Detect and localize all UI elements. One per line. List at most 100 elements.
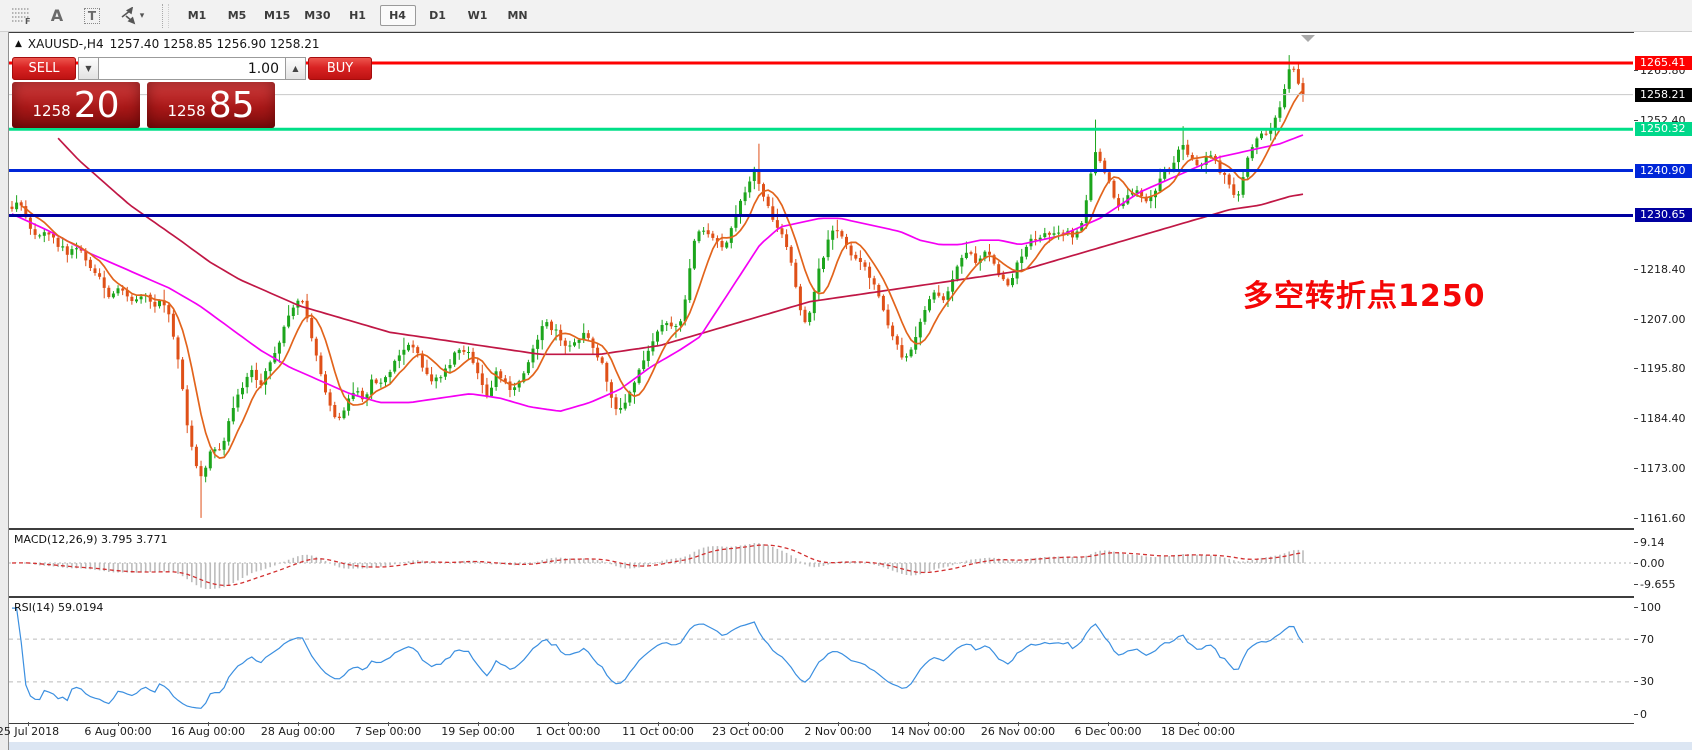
timeframe-button-m30[interactable]: M30 <box>304 9 331 22</box>
timeframe-button-group: M1 M5 M15 M30 H1 H4 D1 W1 MN <box>177 5 538 26</box>
chart-header: ▲ XAUUSD-,H4 1257.40 1258.85 1256.90 125… <box>15 37 320 51</box>
price-tick-mark <box>1634 69 1638 71</box>
price-tick-label: 1173.00 <box>1640 461 1686 475</box>
time-axis-label: 2 Nov 00:00 <box>804 725 872 738</box>
time-axis-label: 23 Oct 00:00 <box>712 725 784 738</box>
time-tick-mark <box>208 722 209 726</box>
arrows-tool-icon[interactable]: ▾ <box>114 5 148 27</box>
top-toolbar: F A T ▾ M1 M5 M15 M30 H1 H4 D1 W1 MN <box>0 0 1692 32</box>
macd-tick-mark <box>1634 562 1638 564</box>
one-click-trading-widget: SELL ▼ ▲ BUY 1258 20 1258 85 <box>12 57 372 128</box>
time-tick-mark <box>928 722 929 726</box>
text-box-icon[interactable]: T <box>79 5 105 27</box>
sell-price-base: 1258 <box>32 102 71 120</box>
sell-price-tile[interactable]: 1258 20 <box>12 82 140 128</box>
time-tick-mark <box>748 722 749 726</box>
price-tick-label: 1218.40 <box>1640 262 1686 276</box>
window-left-edge <box>0 32 9 750</box>
macd-tick-label: 0.00 <box>1640 556 1665 570</box>
macd-tick-mark <box>1634 583 1638 585</box>
price-badge-1240-90: 1240.90 <box>1635 163 1692 178</box>
time-tick-mark <box>838 722 839 726</box>
time-tick-mark <box>658 722 659 726</box>
timeframe-button-mn[interactable]: MN <box>507 9 528 22</box>
rsi-tick-mark <box>1634 681 1638 683</box>
buy-button[interactable]: BUY <box>308 57 372 80</box>
price-tick-mark <box>1634 119 1638 121</box>
buy-price-pips: 85 <box>208 85 255 126</box>
time-tick-mark <box>298 722 299 726</box>
rsi-tick-label: 30 <box>1640 675 1654 689</box>
spin-up-icon: ▲ <box>292 64 299 73</box>
rsi-tick-mark <box>1634 638 1638 640</box>
price-scale-gutter[interactable] <box>1634 32 1692 742</box>
price-tick-mark <box>1634 417 1638 419</box>
spin-down-icon: ▼ <box>85 64 92 73</box>
timeframe-button-m5[interactable]: M5 <box>227 9 247 22</box>
collapse-triangle-icon[interactable]: ▲ <box>15 39 22 49</box>
time-tick-mark <box>478 722 479 726</box>
time-axis-label: 28 Aug 00:00 <box>260 725 336 738</box>
time-tick-mark <box>1198 722 1199 726</box>
svg-text:F: F <box>25 17 30 25</box>
sell-button[interactable]: SELL <box>12 57 76 80</box>
time-axis-label: 25 Jul 2018 <box>0 725 60 738</box>
time-tick-mark <box>118 722 119 726</box>
timeframe-button-h4[interactable]: H4 <box>379 5 416 26</box>
price-chart-panel[interactable] <box>8 32 1635 529</box>
time-axis-label: 14 Nov 00:00 <box>890 725 966 738</box>
status-bar-strip <box>0 742 1692 750</box>
rsi-tick-label: 0 <box>1640 707 1647 721</box>
fibonacci-lines-icon[interactable]: F <box>9 5 35 27</box>
time-axis-label: 19 Sep 00:00 <box>441 725 515 738</box>
rsi-tick-label: 100 <box>1640 600 1661 614</box>
volume-decrease-button[interactable]: ▼ <box>78 57 99 80</box>
volume-increase-button[interactable]: ▲ <box>285 57 306 80</box>
time-tick-mark <box>568 722 569 726</box>
timeframe-button-m15[interactable]: M15 <box>264 9 291 22</box>
dropdown-arrow-icon[interactable]: ▾ <box>139 10 145 21</box>
time-axis-label: 6 Aug 00:00 <box>84 725 152 738</box>
time-tick-mark <box>28 722 29 726</box>
price-badge-1265-41: 1265.41 <box>1635 56 1692 70</box>
time-tick-mark <box>1018 722 1019 726</box>
price-tick-label: 1207.00 <box>1640 312 1686 326</box>
price-tick-label: 1195.80 <box>1640 361 1686 375</box>
timeframe-button-m1[interactable]: M1 <box>187 9 207 22</box>
macd-tick-label: 9.14 <box>1640 536 1665 550</box>
time-axis-label: 11 Oct 00:00 <box>622 725 694 738</box>
ohlc-quotes-label: 1257.40 1258.85 1256.90 1258.21 <box>109 37 320 51</box>
toolbar-separator <box>162 3 169 28</box>
price-tick-label: 1161.60 <box>1640 511 1686 525</box>
price-tick-label: 1184.40 <box>1640 411 1686 425</box>
price-tick-mark <box>1634 467 1638 469</box>
price-tick-mark <box>1634 517 1638 519</box>
buy-price-tile[interactable]: 1258 85 <box>147 82 275 128</box>
chart-shift-marker-icon[interactable] <box>1301 35 1315 42</box>
macd-tick-label: -9.655 <box>1640 577 1676 591</box>
timeframe-button-h1[interactable]: H1 <box>349 9 366 22</box>
price-tick-mark <box>1634 268 1638 270</box>
macd-tick-mark <box>1634 542 1638 544</box>
timeframe-button-w1[interactable]: W1 <box>467 9 488 22</box>
price-tick-mark <box>1634 318 1638 320</box>
timeframe-button-d1[interactable]: D1 <box>429 9 446 22</box>
rsi-tick-mark <box>1634 713 1638 715</box>
time-tick-mark <box>1108 722 1109 726</box>
buy-price-base: 1258 <box>167 102 206 120</box>
sell-price-pips: 20 <box>73 85 120 126</box>
time-axis-label: 16 Aug 00:00 <box>170 725 246 738</box>
time-axis-label: 7 Sep 00:00 <box>354 725 422 738</box>
time-tick-mark <box>388 722 389 726</box>
rsi-tick-label: 70 <box>1640 632 1654 646</box>
macd-indicator-label: MACD(12,26,9) 3.795 3.771 <box>14 533 168 546</box>
chart-text-annotation[interactable]: 多空转折点1250 <box>1243 279 1486 314</box>
text-label-icon[interactable]: A <box>50 6 64 25</box>
time-axis-label: 1 Oct 00:00 <box>535 725 601 738</box>
price-badge-1258-21: 1258.21 <box>1635 87 1692 102</box>
symbol-period-label: XAUUSD-,H4 <box>27 37 104 51</box>
price-badge-1250-32: 1250.32 <box>1635 122 1692 137</box>
volume-input[interactable] <box>99 57 285 80</box>
